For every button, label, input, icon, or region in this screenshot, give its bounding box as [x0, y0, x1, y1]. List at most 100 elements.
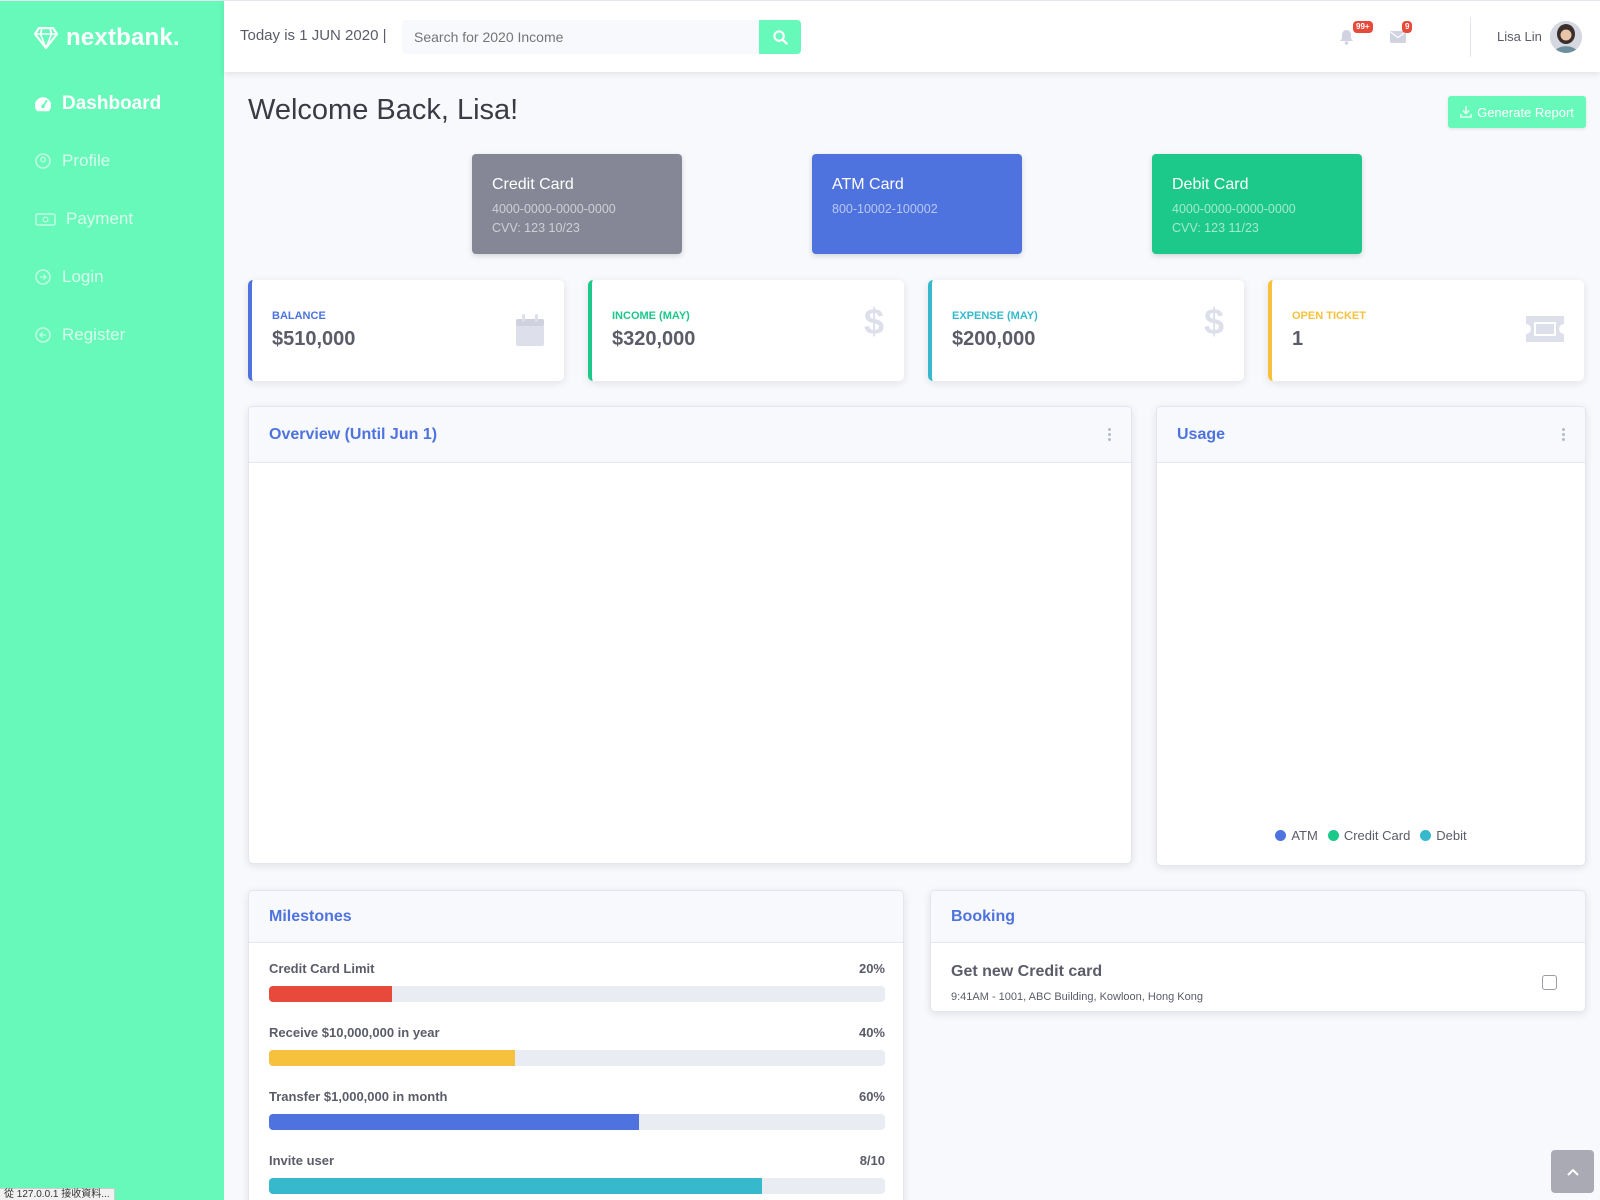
milestone-value: 40% — [858, 1025, 885, 1040]
ticket-icon — [1526, 316, 1564, 347]
browser-status-bar: 從 127.0.0.1 接收資料... — [0, 1188, 115, 1200]
milestone-label: Credit Card Limit — [269, 961, 375, 976]
stat-value: 1 — [1292, 328, 1304, 350]
milestones-panel: Milestones Credit Card Limit 20% Receive … — [248, 890, 904, 1200]
progress-fill — [269, 1114, 639, 1130]
tachometer-icon — [34, 95, 52, 113]
sidebar-item-dashboard[interactable]: Dashboard — [34, 93, 161, 115]
alerts-dropdown[interactable]: 99+ — [1339, 21, 1373, 51]
sign-out-icon — [34, 326, 52, 344]
legend-label: Credit Card — [1343, 828, 1411, 843]
sign-in-icon — [34, 268, 52, 286]
card-number: 4000-0000-0000-0000 — [492, 202, 616, 216]
dollar-icon: $ — [1203, 301, 1224, 342]
download-icon — [1460, 106, 1473, 118]
usage-title: Usage — [1177, 425, 1226, 443]
sidebar-item-profile[interactable]: Profile — [34, 151, 110, 171]
milestone-item: Credit Card Limit 20% — [269, 961, 885, 1002]
search-input[interactable] — [402, 20, 782, 54]
brand-logo[interactable]: nextbank. — [34, 23, 180, 53]
chevron-up-icon — [1566, 1168, 1579, 1176]
stat-label: BALANCE — [272, 310, 326, 322]
progress-fill — [269, 1178, 762, 1194]
user-name[interactable]: Lisa Lin — [1497, 29, 1542, 44]
atm-card-tile[interactable]: ATM Card 800-10002-100002 — [812, 154, 1022, 254]
milestones-title: Milestones — [269, 907, 352, 925]
topbar-divider — [1470, 17, 1471, 57]
expense-stat-card: EXPENSE (MAY) $200,000 $ — [928, 280, 1244, 381]
progress-fill — [269, 1050, 516, 1066]
brand-name: nextbank. — [66, 24, 180, 51]
legend-dot — [1420, 830, 1432, 841]
card-number: 800-10002-100002 — [832, 202, 938, 216]
avatar[interactable] — [1550, 21, 1582, 53]
usage-panel: Usage ATM Credit Card Debit — [1156, 406, 1586, 866]
messages-dropdown[interactable]: 9 — [1390, 21, 1420, 51]
card-title: ATM Card — [832, 176, 904, 193]
messages-badge: 9 — [1402, 21, 1413, 33]
sidebar-item-label: Login — [62, 267, 104, 286]
bell-icon — [1340, 30, 1353, 45]
stat-label: OPEN TICKET — [1292, 310, 1366, 322]
sidebar-item-payment[interactable]: Payment — [34, 209, 133, 229]
booking-panel-header: Booking — [931, 891, 1585, 943]
stat-label: INCOME (MAY) — [612, 310, 690, 322]
more-options-icon[interactable] — [1562, 428, 1565, 441]
card-title: Debit Card — [1172, 176, 1249, 193]
booking-panel: Booking Get new Credit card 9:41AM - 100… — [930, 890, 1586, 1012]
alerts-badge: 99+ — [1353, 21, 1373, 33]
more-options-icon[interactable] — [1108, 428, 1111, 441]
milestone-value: 60% — [858, 1089, 885, 1104]
milestone-label: Receive $10,000,000 in year — [269, 1025, 440, 1040]
generate-report-label: Generate Report — [1477, 104, 1574, 120]
scroll-to-top-button[interactable] — [1551, 1150, 1594, 1193]
balance-stat-card: BALANCE $510,000 — [248, 280, 564, 381]
envelope-icon — [1390, 31, 1406, 43]
page-title: Welcome Back, Lisa! — [248, 94, 519, 126]
milestone-item: Receive $10,000,000 in year 40% — [269, 1025, 885, 1066]
booking-checkbox[interactable] — [1542, 975, 1557, 990]
calendar-icon — [516, 314, 544, 351]
debit-card-tile[interactable]: Debit Card 4000-0000-0000-0000 CVV: 123 … — [1152, 154, 1362, 254]
generate-report-button[interactable]: Generate Report — [1448, 96, 1586, 128]
milestone-item: Transfer $1,000,000 in month 60% — [269, 1089, 885, 1130]
legend-item-credit-card: Credit Card — [1327, 828, 1411, 843]
milestone-label: Invite user — [269, 1153, 335, 1168]
sidebar-item-label: Register — [62, 325, 126, 344]
dollar-icon: $ — [863, 301, 884, 342]
sidebar: nextbank. Dashboard Profile Payment Logi… — [0, 0, 224, 1200]
credit-card-tile[interactable]: Credit Card 4000-0000-0000-0000 CVV: 123… — [472, 154, 682, 254]
today-date: Today is 1 JUN 2020 | — [240, 27, 387, 44]
search-button[interactable] — [759, 20, 801, 54]
booking-item-title: Get new Credit card — [951, 963, 1103, 980]
sidebar-item-label: Payment — [66, 209, 134, 228]
overview-chart-area — [249, 463, 1131, 863]
booking-item-details: 9:41AM - 1001, ABC Building, Kowloon, Ho… — [951, 991, 1203, 1003]
legend-item-debit: Debit — [1420, 828, 1467, 843]
milestone-item: Invite user 8/10 — [269, 1153, 885, 1194]
progress-track — [269, 1114, 885, 1130]
income-stat-card: INCOME (MAY) $320,000 $ — [588, 280, 904, 381]
card-cvv: CVV: 123 10/23 — [492, 221, 580, 235]
milestones-panel-header: Milestones — [249, 891, 903, 943]
sidebar-item-login[interactable]: Login — [34, 267, 104, 287]
card-cvv: CVV: 123 11/23 — [1172, 221, 1259, 235]
money-bill-icon — [34, 210, 56, 228]
topbar: Today is 1 JUN 2020 | 99+ 9 Lisa Lin — [224, 0, 1600, 72]
user-circle-icon — [34, 152, 52, 170]
sidebar-item-register[interactable]: Register — [34, 325, 125, 345]
booking-title: Booking — [951, 907, 1015, 925]
progress-track — [269, 986, 885, 1002]
overview-title: Overview (Until Jun 1) — [269, 425, 438, 443]
overview-panel: Overview (Until Jun 1) — [248, 406, 1132, 864]
stat-value: $510,000 — [272, 328, 356, 350]
open-ticket-stat-card: OPEN TICKET 1 — [1268, 280, 1584, 381]
sidebar-item-label: Dashboard — [62, 93, 162, 114]
progress-track — [269, 1050, 885, 1066]
overview-panel-header: Overview (Until Jun 1) — [249, 407, 1131, 463]
milestone-value: 8/10 — [859, 1153, 885, 1168]
card-number: 4000-0000-0000-0000 — [1172, 202, 1296, 216]
gem-icon — [34, 27, 58, 49]
legend-dot — [1275, 830, 1287, 841]
stat-value: $320,000 — [612, 328, 696, 350]
